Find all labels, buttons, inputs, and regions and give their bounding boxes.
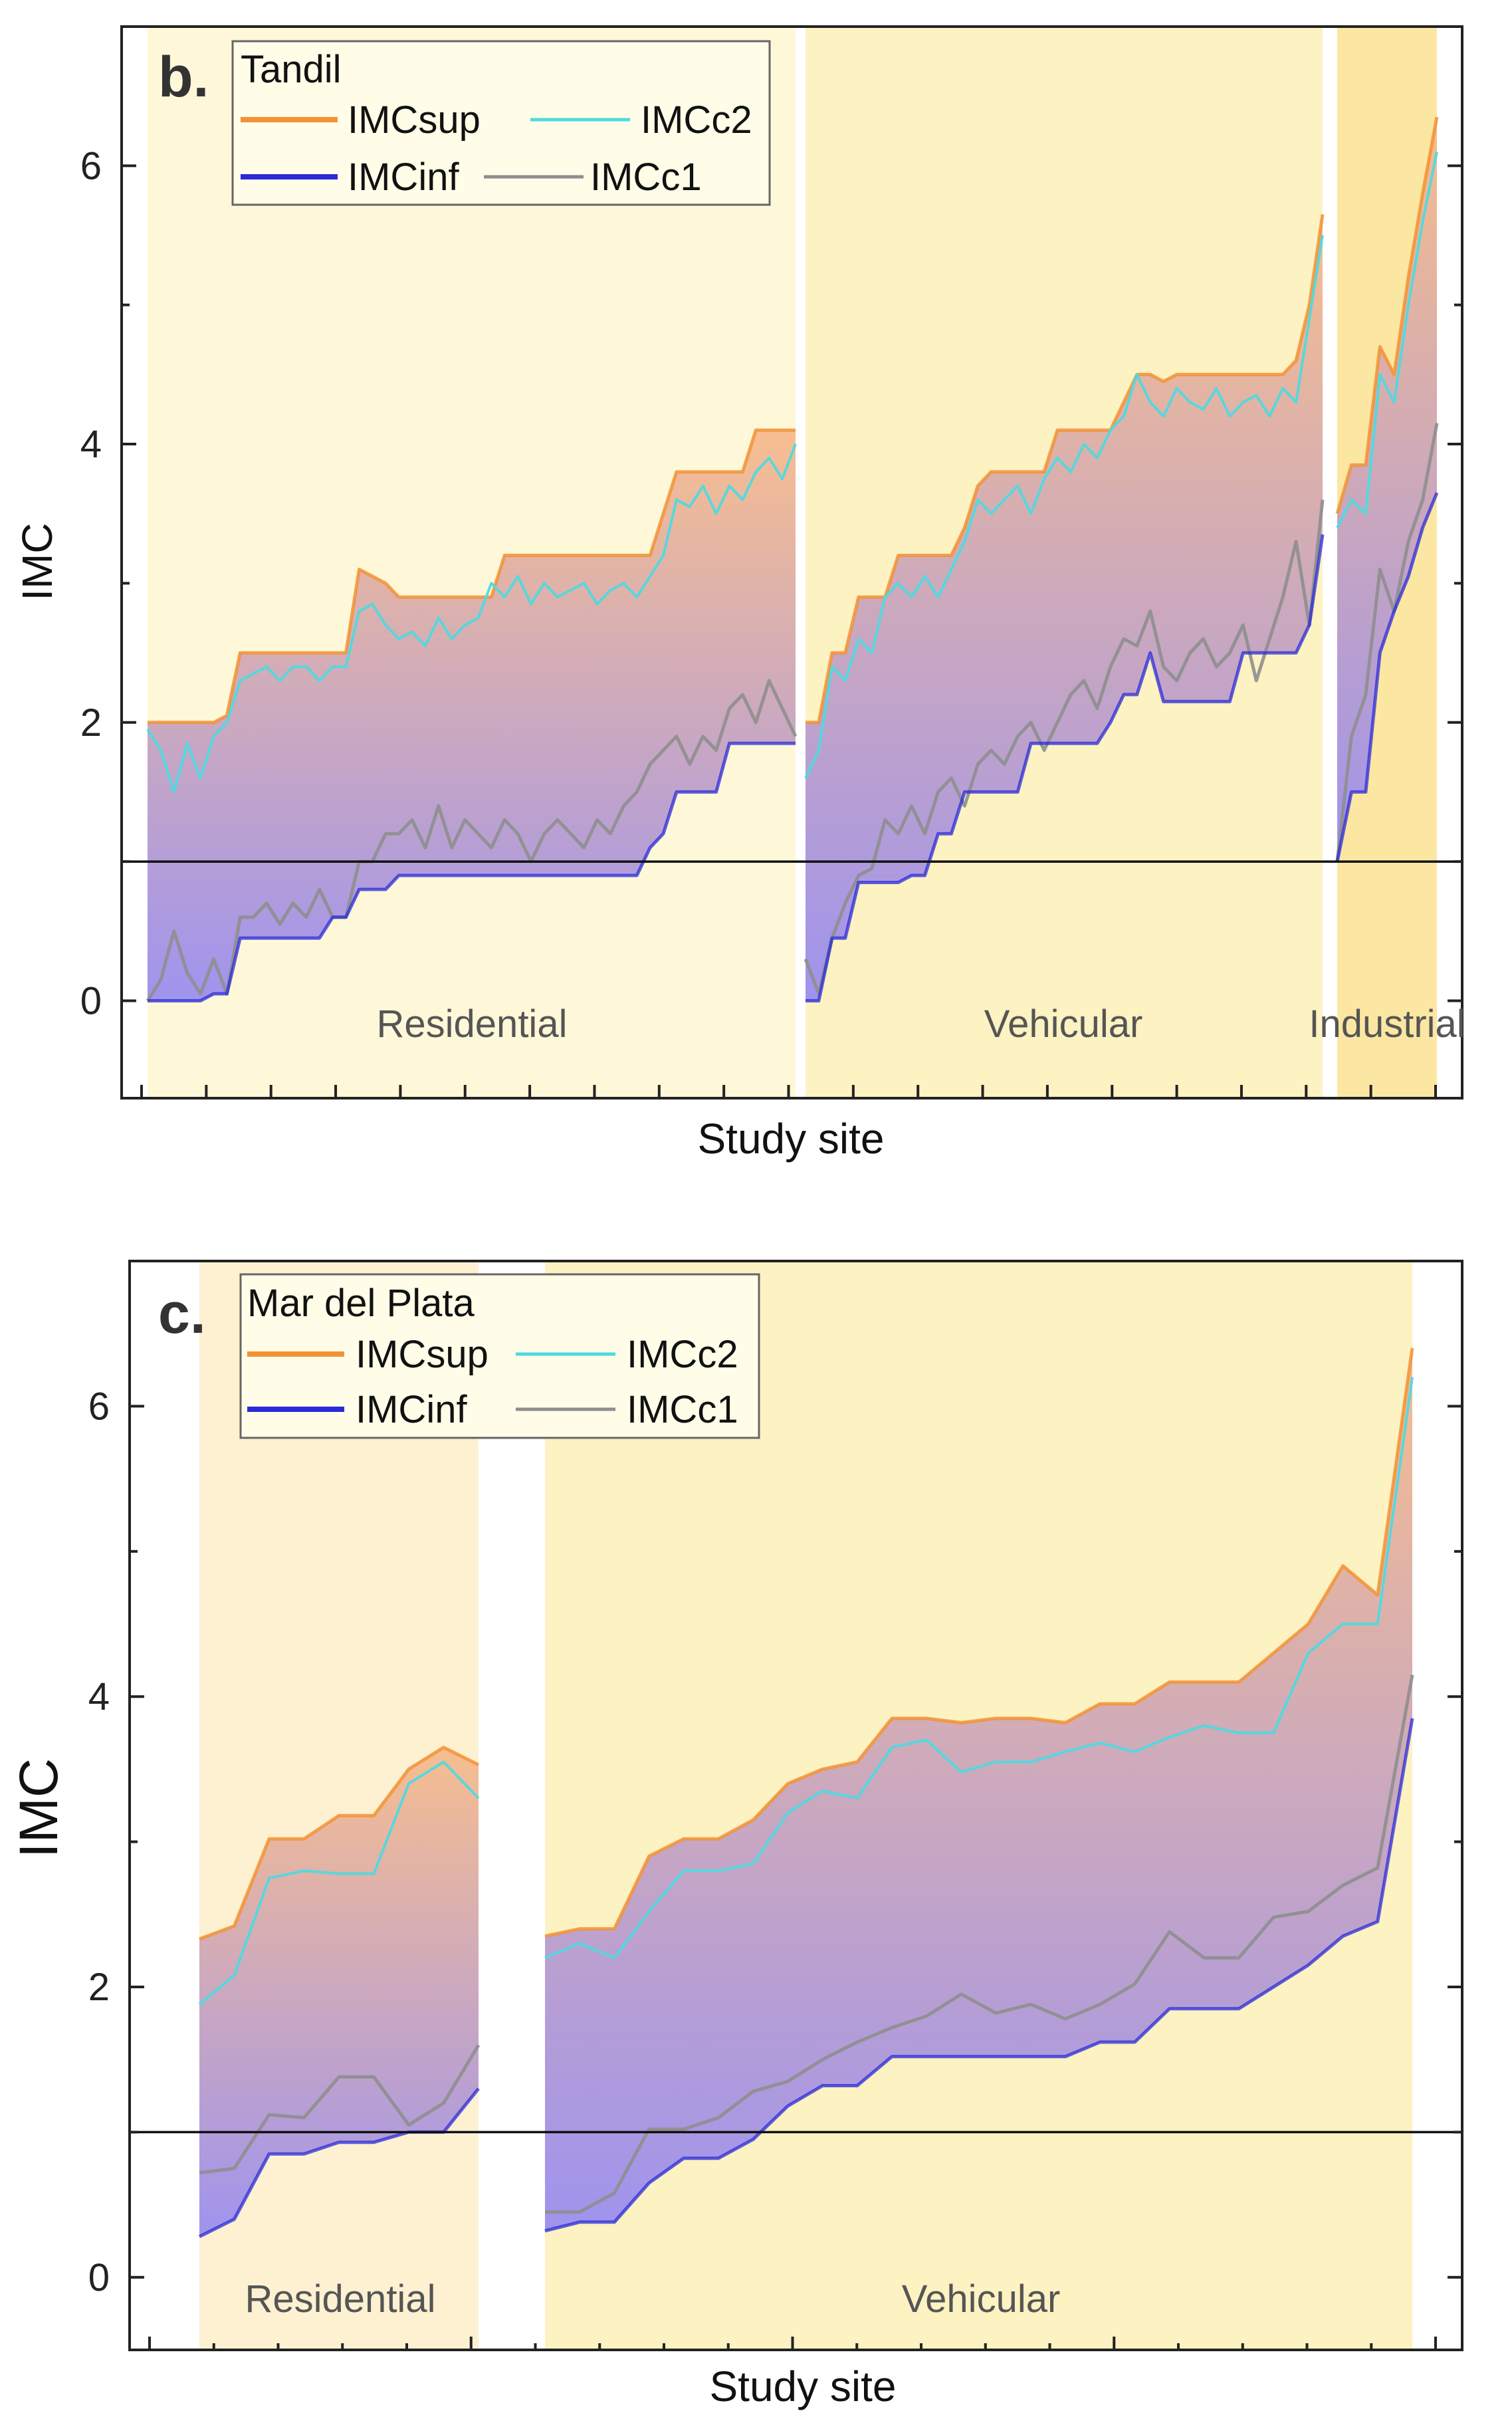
panel-c-vehicular-imcsup-line	[544, 1347, 1414, 1938]
panel-b-industrial-imcc1-line	[1335, 423, 1439, 862]
panel-c-y-tick-label: 2	[88, 1966, 110, 2009]
panel-b-y-tick-label: 6	[80, 144, 102, 187]
panel-b-zone-label-residential: Residential	[377, 1002, 568, 1046]
panel-c-legend-label-imcc1: IMCc1	[627, 1388, 738, 1431]
panel-b-y-tick-label: 4	[80, 423, 102, 466]
panel-b-zone-label-vehicular: Vehicular	[984, 1002, 1143, 1046]
panel-c-x-axis-title: Study site	[709, 2363, 896, 2410]
panel-c-vehicular-imcc2-line	[544, 1377, 1414, 1960]
panel-c-residential-imcc1-line	[199, 2044, 481, 2175]
panel-b-industrial-imcc2-line	[1336, 151, 1438, 528]
panel-c-legend-title: Mar del Plata	[247, 1282, 475, 1325]
panel-b-residential-imcc1-line	[146, 679, 798, 1002]
panel-c-axis-ticks: 0 2 4 6	[88, 1260, 1462, 2350]
panel-c-zone-label-vehicular: Vehicular	[902, 2277, 1061, 2321]
panel-c-zone-labels: Residential Vehicular	[245, 2277, 1061, 2321]
panel-b-y-tick-label: 2	[80, 701, 102, 745]
panel-c-y-tick-label: 0	[88, 2256, 110, 2299]
panel-b-industrial-imcsup-line	[1335, 116, 1439, 515]
panel-c-residential-imcsup-line	[199, 1746, 480, 1941]
panel-b-x-axis-title: Study site	[697, 1115, 884, 1163]
panel-c-residential-imcc2-line	[198, 1760, 480, 2006]
panel-b-zone-label-industrial: Industrial	[1309, 1002, 1465, 1046]
panel-b-legend-title: Tandil	[241, 48, 342, 91]
panel-b-legend-label-imcc1: IMCc1	[590, 156, 702, 199]
panel-c-legend: Mar del Plata IMCsup IMCc2 IMCinf IMCc1	[239, 1273, 760, 1439]
panel-b-residential-imcc2-line	[146, 443, 797, 794]
panel-c-legend-label-imcc2: IMCc2	[627, 1333, 738, 1376]
panel-b-y-tick-label: 0	[80, 979, 102, 1022]
panel-b-industrial-imcinf-line	[1335, 492, 1439, 862]
panel-b-legend: Tandil IMCsup IMCc2 IMCinf IMCc1	[231, 40, 771, 206]
panel-b-vehicular-imcsup-line	[806, 214, 1325, 725]
panel-b-residential-imc-band	[148, 430, 796, 1001]
panel-c-vehicular-imc-band	[545, 1348, 1412, 2231]
panel-c-plot-frame	[128, 1260, 1463, 2351]
panel-b-vehicular-imcc1-line	[804, 499, 1325, 996]
panel-b-vehicular-imcinf-line	[806, 534, 1325, 1002]
panel-b-imc-lines	[146, 116, 1439, 1002]
panel-c-legend-label-imcinf: IMCinf	[356, 1388, 467, 1431]
panel-b-residential-imcsup-line	[148, 428, 796, 725]
panel-b-legend-label-imcc2: IMCc2	[641, 98, 752, 142]
panel-b-legend-label-imcinf: IMCinf	[348, 156, 459, 199]
panel-c-label: c.	[158, 1282, 206, 1345]
panel-c-legend-label-imcsup: IMCsup	[356, 1333, 488, 1376]
panel-c-mar-del-plata: 0 2 4 6 Residential Vehicular c. Mar del Pla…	[9, 1260, 1463, 2410]
panel-c-y-tick-label: 4	[88, 1675, 110, 1718]
panel-b-legend-label-imcsup: IMCsup	[348, 98, 481, 142]
panel-b-axis-ticks: 0 2 4 6	[80, 25, 1462, 1098]
panel-b-vehicular-imcc2-line	[804, 235, 1324, 779]
panel-c-zone-label-residential: Residential	[245, 2277, 436, 2321]
panel-c-vehicular-imcc1-line	[545, 1674, 1414, 2214]
panel-c-y-axis-title: IMC	[9, 1758, 69, 1858]
panel-b-label: b.	[158, 45, 209, 109]
panel-b-y-axis-title: IMC	[13, 522, 61, 600]
panel-c-y-tick-label: 6	[88, 1385, 110, 1428]
panel-b-zone-labels: Residential Vehicular Industrial	[377, 1002, 1465, 1046]
panel-b-tandil: 0 2 4 6 Residential Vehicular Industrial b. T…	[13, 25, 1465, 1163]
panel-b-plot-frame	[120, 25, 1463, 1099]
panel-b-residential-imcinf-line	[148, 741, 796, 1002]
panel-c-vehicular-imcinf-line	[544, 1718, 1414, 2233]
panel-b-industrial-imc-band	[1337, 117, 1437, 862]
